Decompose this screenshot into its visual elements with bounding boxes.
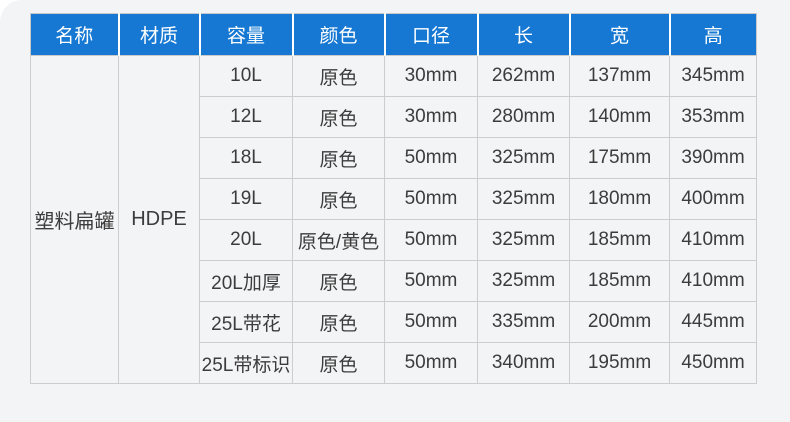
col-header-name: 名称 [30, 13, 119, 56]
cell-color: 原色/黄色 [292, 219, 385, 261]
table-row: 20L 原色/黄色 50mm 325mm 185mm 410mm [31, 219, 757, 261]
cell-color: 原色 [292, 55, 385, 97]
cell-color: 原色 [292, 260, 385, 302]
table-row: 20L加厚 原色 50mm 325mm 185mm 410mm [31, 260, 757, 302]
cell-capacity: 18L [199, 137, 293, 179]
cell-color: 原色 [292, 178, 385, 220]
cell-capacity: 25L带标识 [199, 342, 293, 384]
cell-length: 325mm [477, 137, 570, 179]
cell-length: 280mm [477, 96, 570, 138]
table-row: 25L带花 原色 50mm 335mm 200mm 445mm [31, 301, 757, 343]
cell-width: 140mm [569, 96, 670, 138]
col-header-width: 宽 [568, 13, 670, 56]
cell-height: 400mm [669, 178, 757, 220]
table-row: 12L 原色 30mm 280mm 140mm 353mm [31, 96, 757, 138]
cell-color: 原色 [292, 301, 385, 343]
cell-length: 340mm [477, 342, 570, 384]
cell-height: 353mm [669, 96, 757, 138]
cell-width: 195mm [569, 342, 670, 384]
cell-diameter: 50mm [384, 178, 478, 220]
cell-width: 185mm [569, 260, 670, 302]
col-header-height: 高 [668, 13, 757, 56]
cell-diameter: 50mm [384, 219, 478, 261]
col-header-color: 颜色 [291, 13, 385, 56]
col-header-capacity: 容量 [198, 13, 293, 56]
header-row: 名称 材质 容量 颜色 口径 长 宽 高 [30, 13, 757, 56]
cell-capacity: 12L [199, 96, 293, 138]
cell-diameter: 50mm [384, 342, 478, 384]
cell-height: 410mm [669, 219, 757, 261]
cell-width: 185mm [569, 219, 670, 261]
cell-height: 445mm [669, 301, 757, 343]
table-row: 25L带标识 原色 50mm 340mm 195mm 450mm [31, 342, 757, 384]
cell-diameter: 30mm [384, 55, 478, 97]
cell-height: 410mm [669, 260, 757, 302]
spec-table-body: 塑料扁罐 HDPE 10L 原色 30mm 262mm 137mm 345mm 12L 原色 30m… [30, 55, 757, 384]
cell-capacity: 20L [199, 219, 293, 261]
cell-capacity: 20L加厚 [199, 260, 293, 302]
cell-capacity: 19L [199, 178, 293, 220]
cell-color: 原色 [292, 96, 385, 138]
cell-capacity: 25L带花 [199, 301, 293, 343]
cell-height: 345mm [669, 55, 757, 97]
cell-height: 450mm [669, 342, 757, 384]
cell-color: 原色 [292, 137, 385, 179]
table-row: 塑料扁罐 HDPE 10L 原色 30mm 262mm 137mm 345mm [30, 55, 757, 384]
cell-length: 335mm [477, 301, 570, 343]
cell-diameter: 50mm [384, 260, 478, 302]
cell-length: 325mm [477, 178, 570, 220]
col-header-diameter: 口径 [383, 13, 478, 56]
cell-width: 137mm [569, 55, 670, 97]
table-row: 19L 原色 50mm 325mm 180mm 400mm [31, 178, 757, 220]
cell-length: 325mm [477, 260, 570, 302]
cell-length: 325mm [477, 219, 570, 261]
cell-capacity: 10L [199, 55, 293, 97]
cell-width: 180mm [569, 178, 670, 220]
col-header-length: 长 [476, 13, 570, 56]
table-row: 18L 原色 50mm 325mm 175mm 390mm [31, 137, 757, 179]
cell-height: 390mm [669, 137, 757, 179]
cell-diameter: 30mm [384, 96, 478, 138]
cell-color: 原色 [292, 342, 385, 384]
product-spec-table: 名称 材质 容量 颜色 口径 长 宽 高 塑料扁罐 HDPE 10L 原色 30mm 26… [30, 13, 757, 384]
cell-diameter: 50mm [384, 137, 478, 179]
cell-length: 262mm [477, 55, 570, 97]
product-material-cell: HDPE [118, 55, 200, 384]
col-header-material: 材质 [117, 13, 200, 56]
cell-width: 175mm [569, 137, 670, 179]
product-name-cell: 塑料扁罐 [30, 55, 119, 384]
cell-diameter: 50mm [384, 301, 478, 343]
cell-width: 200mm [569, 301, 670, 343]
